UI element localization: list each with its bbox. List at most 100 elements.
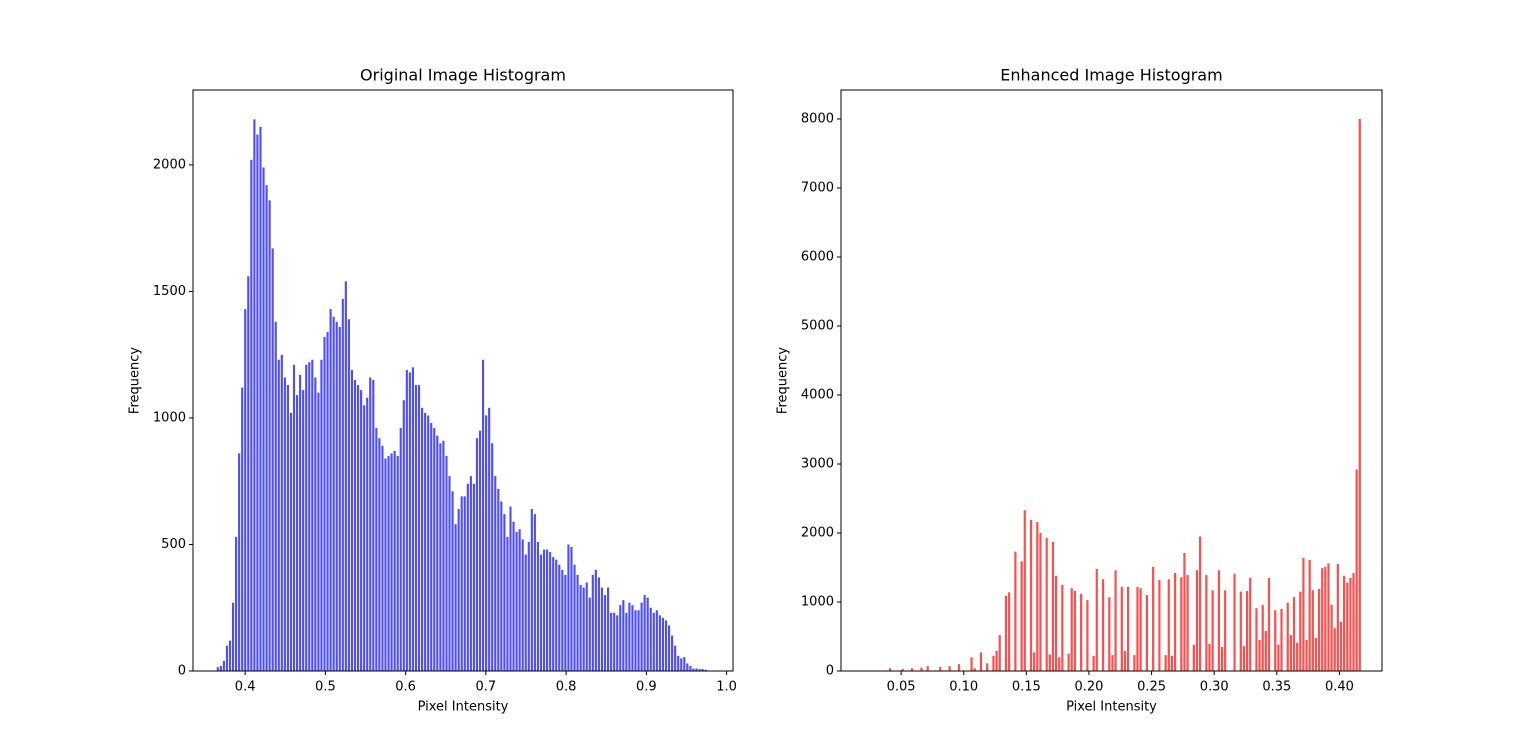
bar — [393, 450, 396, 671]
axes-frame — [192, 89, 734, 672]
bar — [363, 405, 366, 671]
bar — [1054, 575, 1058, 671]
bar — [372, 379, 375, 671]
bar — [271, 248, 274, 671]
bar — [1339, 622, 1343, 671]
bar — [1205, 575, 1208, 671]
bar — [268, 200, 271, 671]
bar — [683, 657, 686, 671]
bar — [1358, 118, 1361, 671]
bar — [1073, 590, 1076, 671]
bar — [1355, 469, 1358, 671]
bar — [564, 574, 567, 671]
bar — [1080, 593, 1083, 671]
bar — [695, 668, 698, 671]
bar — [509, 506, 512, 671]
bar — [326, 331, 329, 671]
y-tick-label: 6000 — [801, 249, 834, 264]
bar — [1305, 639, 1308, 671]
bar — [320, 359, 323, 671]
bar — [1302, 557, 1305, 671]
bar — [244, 309, 247, 671]
bar — [500, 501, 503, 671]
y-tick-label: 4000 — [801, 387, 834, 402]
bar — [1014, 551, 1017, 671]
bar — [979, 652, 983, 671]
bar — [558, 564, 561, 671]
bar — [521, 539, 524, 671]
bar — [1267, 577, 1271, 671]
bar — [536, 541, 540, 671]
bar — [375, 428, 378, 671]
bar — [491, 443, 494, 671]
bar — [478, 430, 482, 671]
bar — [1123, 650, 1127, 671]
bar — [1346, 582, 1349, 671]
bar — [570, 547, 573, 671]
bar — [421, 407, 424, 671]
bar — [664, 620, 668, 671]
bar — [1336, 564, 1339, 671]
axes-frame — [840, 89, 1383, 672]
bar — [427, 415, 430, 671]
bar — [661, 617, 665, 671]
chart-title: Enhanced Image Histogram — [1000, 66, 1222, 85]
bar — [1111, 655, 1114, 671]
bar — [1029, 519, 1033, 671]
bar — [280, 354, 283, 671]
bar — [228, 640, 232, 671]
bar — [634, 610, 637, 671]
bar — [289, 412, 293, 671]
bar — [1242, 646, 1246, 671]
y-tick-label: 3000 — [801, 456, 834, 471]
x-axis-label: Pixel Intensity — [1066, 700, 1157, 715]
bar — [1324, 566, 1327, 671]
x-tick-label: 0.5 — [315, 680, 336, 695]
bar — [973, 668, 976, 671]
bar — [475, 438, 479, 671]
bar — [591, 574, 594, 671]
bar — [344, 281, 347, 671]
bar — [1092, 655, 1095, 671]
bar — [674, 645, 677, 671]
bar — [597, 577, 600, 671]
x-tick-label: 0.35 — [1262, 680, 1291, 695]
bar — [472, 483, 475, 671]
bar — [901, 668, 904, 671]
bar — [481, 359, 485, 671]
bar — [1299, 591, 1302, 671]
bar — [463, 496, 466, 671]
bar — [920, 667, 923, 671]
bar — [329, 309, 332, 671]
bar — [433, 428, 436, 671]
bar — [1255, 608, 1258, 671]
bar — [1186, 575, 1189, 671]
x-tick-label: 1.0 — [716, 680, 737, 695]
bar — [1321, 568, 1324, 671]
x-tick-label: 0.05 — [887, 680, 916, 695]
bar — [530, 509, 533, 671]
bar — [414, 385, 418, 671]
bar — [314, 377, 317, 671]
bar — [939, 666, 942, 671]
bar — [677, 655, 680, 671]
bar — [926, 666, 929, 671]
bar — [1139, 588, 1142, 671]
bar — [1327, 563, 1330, 671]
bar — [1195, 570, 1199, 671]
bar — [603, 595, 607, 671]
x-tick-label: 0.10 — [949, 680, 978, 695]
bar — [451, 491, 454, 671]
bar — [402, 400, 405, 671]
bar — [552, 557, 555, 671]
bar — [1245, 590, 1249, 671]
bar — [524, 554, 527, 671]
bar — [235, 536, 238, 671]
bar — [622, 600, 625, 671]
bar — [637, 610, 640, 671]
bar — [1233, 573, 1236, 671]
bar — [1239, 591, 1242, 671]
x-tick-label: 0.40 — [1325, 680, 1354, 695]
bar — [576, 574, 579, 671]
bar — [439, 443, 442, 671]
